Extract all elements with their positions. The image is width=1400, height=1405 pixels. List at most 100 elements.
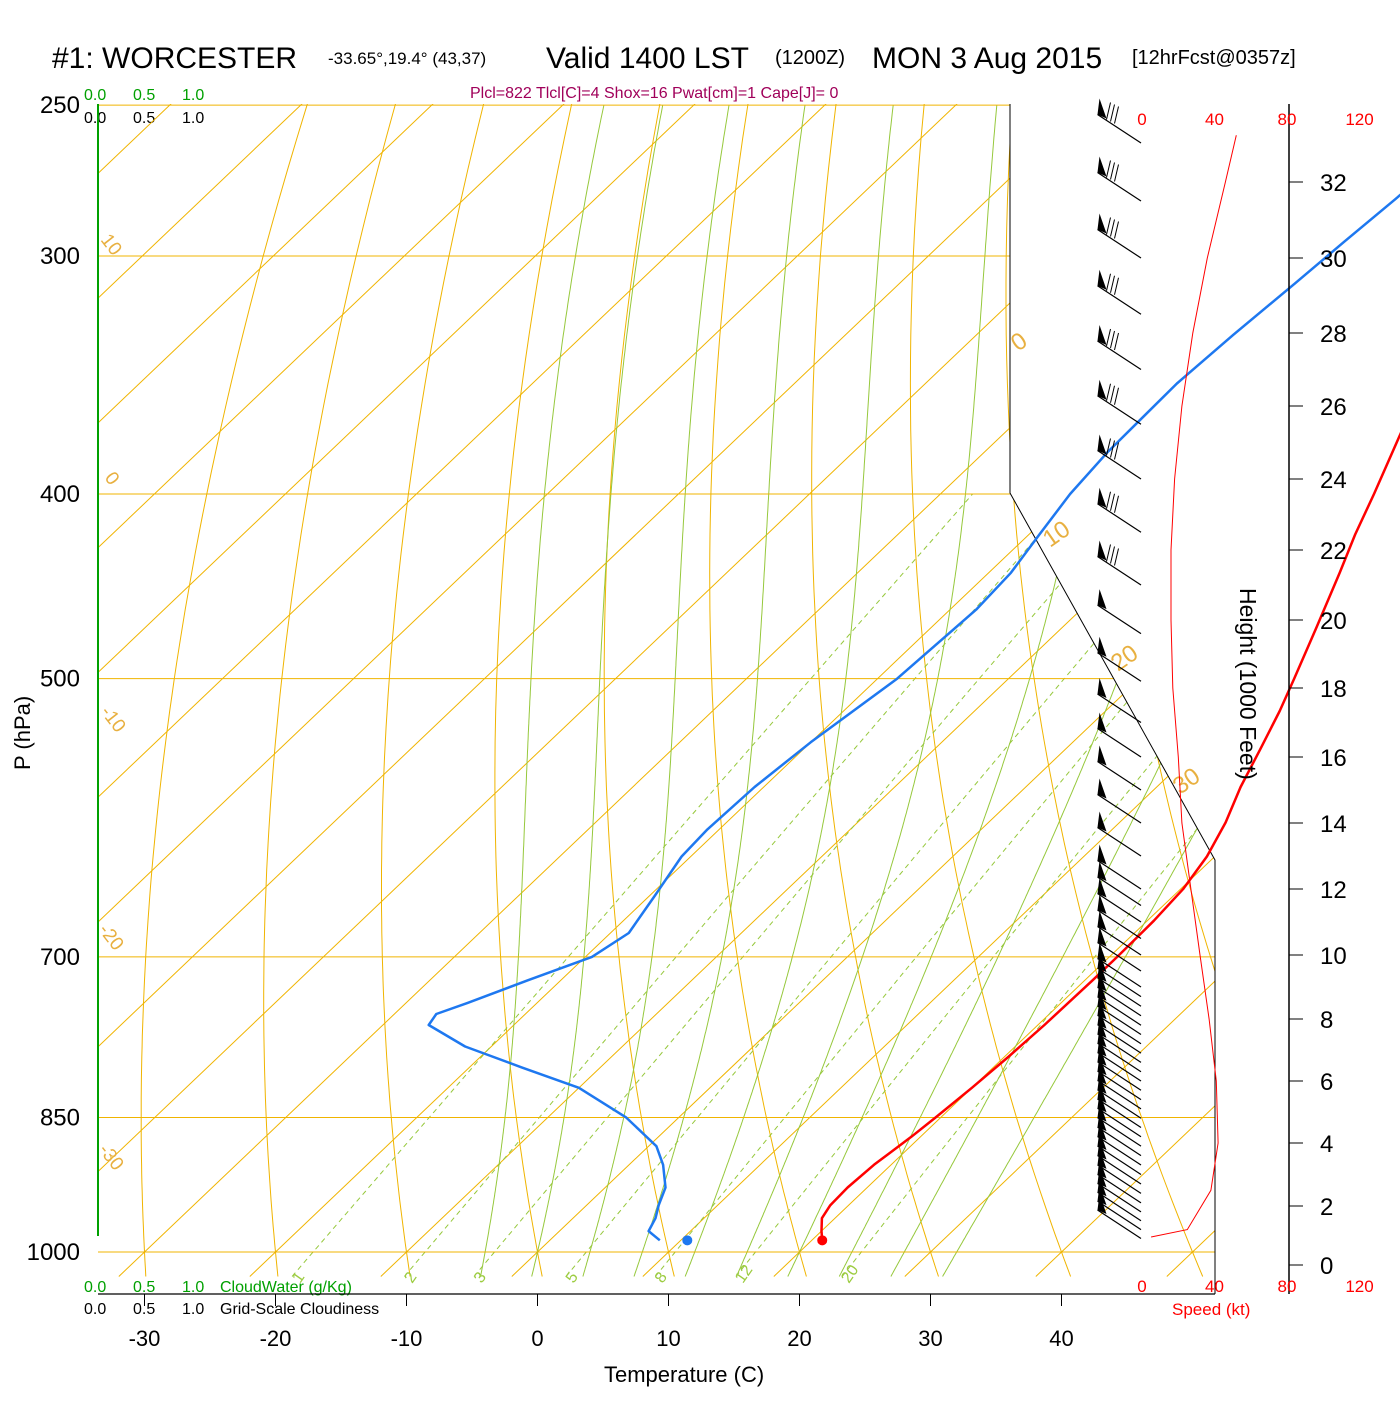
wind-barb xyxy=(1098,861,1141,905)
dry-adiabat-line xyxy=(604,71,674,1276)
wind-barb-flag xyxy=(1115,388,1119,405)
wind-barb-flag xyxy=(1115,278,1119,295)
wind-barb-flag xyxy=(1111,331,1115,348)
height-tick-label: 12 xyxy=(1320,877,1347,904)
wind-barb-flag xyxy=(1115,549,1119,566)
zulu-time: (1200Z) xyxy=(775,47,845,69)
speed-tick-label-bottom: 0 xyxy=(1137,1277,1146,1296)
isotherm-line xyxy=(0,71,1122,1276)
moist-adiabat-line xyxy=(583,105,729,1276)
wind-barb-shaft xyxy=(1098,729,1141,757)
x-tick-label: -10 xyxy=(391,1326,423,1351)
isotherm-line xyxy=(1298,71,1400,1276)
height-tick-label: 10 xyxy=(1320,943,1347,970)
mixing-ratio-label: 20 xyxy=(838,1262,862,1286)
isotherm-line xyxy=(0,71,1253,1276)
isotherm-line xyxy=(1167,71,1400,1276)
wind-barb-shaft xyxy=(1098,605,1141,633)
wind-speed-profile-line xyxy=(1151,135,1236,1237)
x-tick-label: 20 xyxy=(787,1326,811,1351)
wind-barb xyxy=(1098,541,1141,585)
mixing-ratio-label: 2 xyxy=(401,1269,420,1286)
isotherm-line xyxy=(0,71,205,1276)
wind-barb-flag xyxy=(1111,276,1115,293)
mixing-ratio-label: 5 xyxy=(563,1269,582,1286)
wind-barb-shaft xyxy=(1098,1201,1141,1229)
wind-barb-flag xyxy=(1111,163,1115,180)
speed-tick-label-top: 80 xyxy=(1278,110,1297,129)
wind-barb-flag xyxy=(1111,494,1115,511)
height-tick-label: 2 xyxy=(1320,1194,1333,1221)
isotherm-label: -30 xyxy=(94,1140,127,1175)
moist-adiabat-line xyxy=(481,105,604,1276)
wind-barb-shaft xyxy=(1098,396,1141,424)
wind-barb-shaft xyxy=(1098,557,1141,585)
isotherm-line xyxy=(643,71,1400,1276)
background-grid xyxy=(0,71,1400,1276)
height-tick-label: 14 xyxy=(1320,811,1347,838)
cloudiness-tick: 1.0 xyxy=(182,1301,204,1318)
height-tick-label: 16 xyxy=(1320,745,1347,772)
x-tick-label: 40 xyxy=(1049,1326,1073,1351)
isotherm-line xyxy=(774,71,1400,1276)
mixing-ratio-label: 8 xyxy=(652,1269,671,1286)
wind-barb-shaft xyxy=(1098,341,1141,369)
isotherm-label: -20 xyxy=(94,920,127,955)
isotherm-label: 0 xyxy=(100,468,123,489)
isotherm-label: 30 xyxy=(1168,762,1205,799)
dry-adiabat-line xyxy=(264,71,405,1276)
isotherm-line xyxy=(512,71,1400,1276)
cloudiness-scale-bottom: 0.0 0.5 1.0 Grid-Scale Cloudiness xyxy=(84,1301,379,1318)
wind-barb xyxy=(1098,214,1141,258)
cloudiness-label: Grid-Scale Cloudiness xyxy=(220,1301,379,1318)
wind-barb-flag xyxy=(1111,220,1115,237)
speed-tick-label-bottom: 80 xyxy=(1278,1277,1297,1296)
speed-tick-label-top: 120 xyxy=(1345,110,1373,129)
wind-barb xyxy=(1098,157,1141,201)
dry-adiabat-line xyxy=(141,71,317,1276)
pressure-tick-label: 400 xyxy=(40,481,80,508)
moist-adiabat-line xyxy=(634,105,805,1276)
dry-adiabat-line xyxy=(1006,71,1203,1276)
wind-barb-flag xyxy=(1107,103,1111,120)
wind-barb-flag xyxy=(1111,105,1115,122)
isotherm-line xyxy=(119,71,1384,1276)
cloudiness-tick: 1.0 xyxy=(182,110,204,127)
wind-barb-shaft xyxy=(1098,451,1141,479)
surface-temperature-point xyxy=(817,1235,827,1245)
cloudiness-tick: 0.0 xyxy=(84,110,106,127)
cloudiness-scale-top: 0.0 0.5 1.0 xyxy=(84,110,204,127)
valid-date: MON 3 Aug 2015 xyxy=(872,42,1102,75)
station-coords: -33.65°,19.4° (43,37) xyxy=(328,49,486,68)
x-tick-label: 10 xyxy=(656,1326,680,1351)
wind-barb-shaft xyxy=(1098,1210,1141,1238)
pressure-tick-label: 500 xyxy=(40,666,80,693)
mixing-ratio-line xyxy=(474,494,1137,1277)
cloudiness-tick: 0.5 xyxy=(133,110,155,127)
x-tick-label: -20 xyxy=(260,1326,292,1351)
wind-barb-shaft xyxy=(1098,173,1141,201)
wind-barb-shaft xyxy=(1098,504,1141,532)
moist-adiabat-line xyxy=(532,105,663,1276)
wind-barb-flag xyxy=(1115,496,1119,513)
cloudiness-tick: 0.0 xyxy=(84,1301,106,1318)
x-tick-label: -30 xyxy=(129,1326,161,1351)
wind-barb-flag xyxy=(1115,107,1119,124)
station-title: #1: WORCESTER xyxy=(52,42,297,75)
height-tick-label: 30 xyxy=(1320,246,1347,273)
pressure-tick-label: 250 xyxy=(40,92,80,119)
isotherm-line xyxy=(0,71,991,1276)
mixing-ratio-label: 12 xyxy=(732,1262,756,1286)
wind-barb-shaft xyxy=(1098,828,1141,856)
height-tick-label: 4 xyxy=(1320,1131,1333,1158)
height-tick-label: 26 xyxy=(1320,394,1347,421)
height-tick-label: 18 xyxy=(1320,676,1347,703)
valid-time: Valid 1400 LST xyxy=(546,42,749,75)
pressure-tick-label: 700 xyxy=(40,944,80,971)
mixing-ratio-line xyxy=(292,494,973,1277)
wind-barb xyxy=(1098,380,1141,424)
isotherm-label: 10 xyxy=(1038,515,1075,552)
wind-barb xyxy=(1098,589,1141,633)
x-tick-label: 0 xyxy=(531,1326,543,1351)
wind-barb xyxy=(1098,713,1141,757)
